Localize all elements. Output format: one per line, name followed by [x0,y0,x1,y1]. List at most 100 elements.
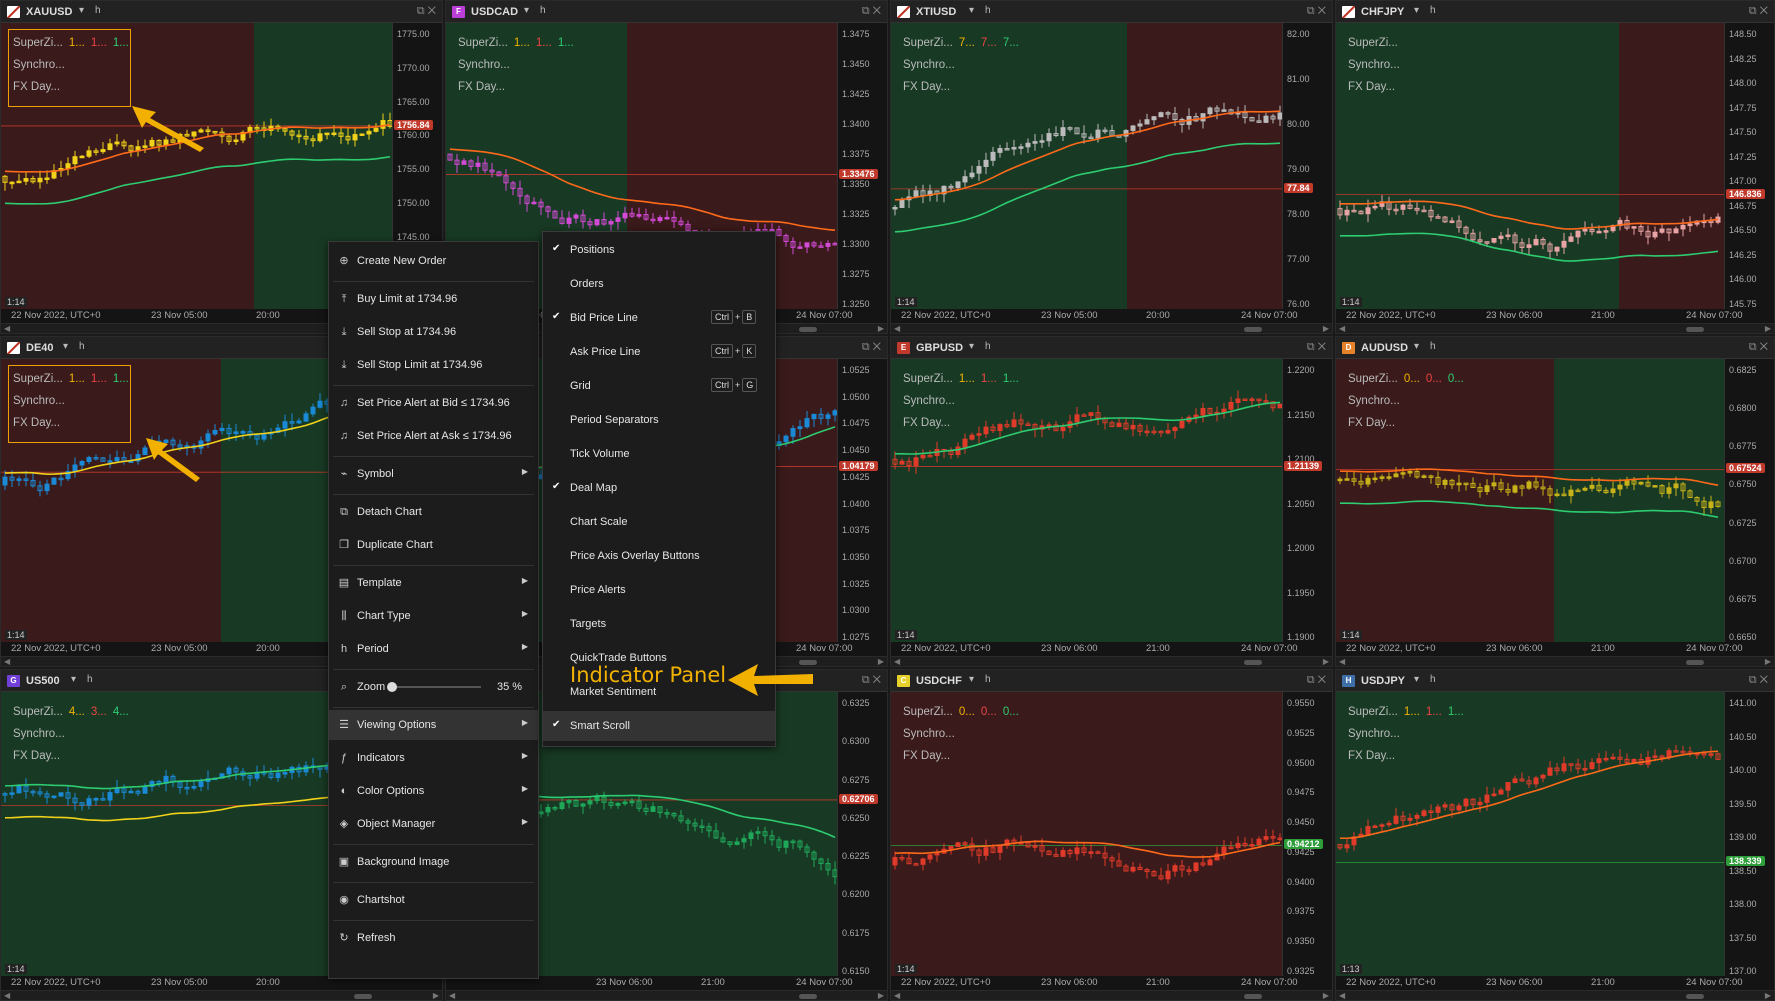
viewing-option-period-separators[interactable]: Period Separators [543,405,775,435]
symbol-dropdown-icon[interactable]: ▾ [1414,674,1420,685]
price-chart-area[interactable] [891,23,1284,309]
scroll-right-icon[interactable]: ▶ [1764,324,1771,333]
scroll-right-icon[interactable]: ▶ [877,324,884,333]
time-axis[interactable]: 22 Nov 2022, UTC+0 23 Nov 06:00 21:00 24 No… [891,642,1298,656]
chart-scrollbar[interactable]: ◀▶ [891,656,1332,666]
scroll-thumb[interactable] [1244,327,1262,332]
symbol-selector[interactable]: USDJPY [1361,675,1406,687]
close-icon[interactable]: ✕ [1759,5,1768,17]
indicator-label-1[interactable]: SuperZi... 7... 7... 7... [903,37,1019,49]
price-axis[interactable]: 1.3475 1.3450 1.3425 1.3400 1.3375 1.3350 1.33… [837,23,887,309]
price-axis[interactable]: 141.00 140.50 140.00 139.50 139.00 138.50 138.… [1724,692,1774,976]
indicator-label-3[interactable]: FX Day... [1348,417,1395,429]
menu-item-object-manager[interactable]: ◈ Object Manager ▶ [329,809,538,839]
menu-item-symbol[interactable]: ⌁ Symbol ▶ [329,459,538,489]
detach-icon[interactable]: ⧉ [416,5,428,17]
chart-panel-audusd[interactable]: D AUDUSD ▾ h ⧉ ✕ 0.6825 0.6800 0.6775 0.6750 0.67… [1335,336,1775,667]
scroll-thumb[interactable] [354,994,372,999]
indicator-label-1[interactable]: SuperZi... 1... 1... 1... [13,37,129,49]
menu-item-detach-chart[interactable]: ⧉ Detach Chart [329,497,538,527]
viewing-option-deal-map[interactable]: ✔ Deal Map [543,473,775,503]
period-selector[interactable]: h [985,674,991,685]
close-icon[interactable]: ✕ [1317,5,1326,17]
time-axis[interactable]: 22 Nov 2022, UTC+0 23 Nov 05:00 20:00 [1,976,394,990]
close-icon[interactable]: ✕ [1759,341,1768,353]
symbol-dropdown-icon[interactable]: ▾ [524,5,530,16]
price-axis[interactable]: 0.9550 0.9525 0.9500 0.9475 0.9450 0.9425 0.94… [1282,692,1332,976]
indicator-label-1[interactable]: SuperZi... 1... 1... 1... [13,373,129,385]
viewing-option-smart-scroll[interactable]: ✔ Smart Scroll [543,711,775,741]
indicator-label-1[interactable]: SuperZi... [1348,37,1416,49]
detach-icon[interactable]: ⧉ [1748,674,1760,686]
zoom-slider-track[interactable] [391,686,481,688]
scroll-left-icon[interactable]: ◀ [449,991,456,1000]
scroll-thumb[interactable] [799,660,817,665]
indicator-label-1[interactable]: SuperZi... 0... 0... 0... [1348,373,1464,385]
symbol-dropdown-icon[interactable]: ▾ [969,674,975,685]
scroll-left-icon[interactable]: ◀ [4,324,11,333]
detach-icon[interactable]: ⧉ [861,341,873,353]
close-icon[interactable]: ✕ [872,674,881,686]
close-icon[interactable]: ✕ [872,5,881,17]
indicator-label-2[interactable]: Synchro... [1348,728,1400,740]
close-icon[interactable]: ✕ [872,341,881,353]
indicator-label-3[interactable]: FX Day... [458,81,505,93]
time-axis[interactable]: 22 Nov 2022, UTC+0 23 Nov 06:00 21:00 24 No… [891,976,1298,990]
indicator-label-2[interactable]: Synchro... [903,728,955,740]
menu-item-sell-stop-at-1734-96[interactable]: ⤓ Sell Stop at 1734.96 [329,317,538,347]
menu-item-create-new-order[interactable]: ⊕ Create New Order [329,246,538,276]
symbol-dropdown-icon[interactable]: ▾ [969,5,975,16]
symbol-dropdown-icon[interactable]: ▾ [1414,5,1420,16]
menu-item-chart-type[interactable]: ⫼ Chart Type ▶ [329,601,538,631]
menu-item-buy-limit-at-1734-96[interactable]: ⤒ Buy Limit at 1734.96 [329,284,538,314]
symbol-selector[interactable]: XAUUSD [26,6,73,18]
menu-item-template[interactable]: ▤ Template ▶ [329,568,538,598]
symbol-selector[interactable]: XTIUSD [916,6,957,18]
menu-item-refresh[interactable]: ↻ Refresh [329,923,538,953]
detach-icon[interactable]: ⧉ [861,5,873,17]
time-axis[interactable]: 22 Nov 2022, UTC+0 23 Nov 06:00 21:00 24 No… [1336,309,1743,323]
symbol-selector[interactable]: USDCAD [471,6,519,18]
indicator-label-1[interactable]: SuperZi... 1... 1... 1... [903,373,1019,385]
indicator-label-3[interactable]: FX Day... [903,417,950,429]
chart-scrollbar[interactable]: ◀▶ [891,990,1332,1000]
indicator-label-2[interactable]: Synchro... [903,395,955,407]
indicator-label-2[interactable]: Synchro... [1348,59,1400,71]
price-axis[interactable]: 1.2200 1.2150 1.2100 1.2050 1.2000 1.1950 1.19… [1282,359,1332,642]
viewing-option-positions[interactable]: ✔ Positions [543,235,775,265]
scroll-right-icon[interactable]: ▶ [1322,657,1329,666]
period-selector[interactable]: h [1430,5,1436,16]
period-selector[interactable]: h [985,5,991,16]
symbol-dropdown-icon[interactable]: ▾ [63,341,69,352]
menu-item-viewing-options[interactable]: ☰ Viewing Options ▶ [329,710,538,740]
symbol-selector[interactable]: CHFJPY [1361,6,1405,18]
viewing-option-ask-price-line[interactable]: Ask Price Line Ctrl + K [543,337,775,367]
time-axis[interactable]: 22 Nov 2022, UTC+0 23 Nov 06:00 21:00 24 No… [1336,976,1743,990]
menu-item-period[interactable]: h Period ▶ [329,634,538,664]
scroll-right-icon[interactable]: ▶ [432,991,439,1000]
scroll-thumb[interactable] [1244,994,1262,999]
close-icon[interactable]: ✕ [1759,674,1768,686]
scroll-left-icon[interactable]: ◀ [894,991,901,1000]
scroll-thumb[interactable] [1686,327,1704,332]
chart-scrollbar[interactable]: ◀▶ [891,323,1332,333]
chart-scrollbar[interactable]: ◀▶ [1336,990,1774,1000]
symbol-dropdown-icon[interactable]: ▾ [1414,341,1420,352]
viewing-option-market-sentiment[interactable]: Market Sentiment [543,677,775,707]
scroll-right-icon[interactable]: ▶ [1764,657,1771,666]
indicator-label-2[interactable]: Synchro... [13,395,65,407]
chart-panel-usdchf[interactable]: C USDCHF ▾ h ⧉ ✕ 0.9550 0.9525 0.9500 0.9475 0.94… [890,669,1333,1001]
indicator-label-3[interactable]: FX Day... [13,81,60,93]
zoom-slider-handle[interactable] [387,682,397,692]
detach-icon[interactable]: ⧉ [1748,341,1760,353]
viewing-option-targets[interactable]: Targets [543,609,775,639]
period-selector[interactable]: h [79,341,85,352]
indicator-label-3[interactable]: FX Day... [903,750,950,762]
time-axis[interactable]: 22 Nov 2022, UTC+0 23 Nov 05:00 20:00 [1,642,394,656]
scroll-right-icon[interactable]: ▶ [877,657,884,666]
scroll-thumb[interactable] [1244,660,1262,665]
chart-scrollbar[interactable]: ◀▶ [446,990,887,1000]
menu-item-color-options[interactable]: ◐ Color Options ▶ [329,776,538,806]
indicator-label-2[interactable]: Synchro... [13,728,65,740]
price-chart-area[interactable] [1336,359,1726,642]
